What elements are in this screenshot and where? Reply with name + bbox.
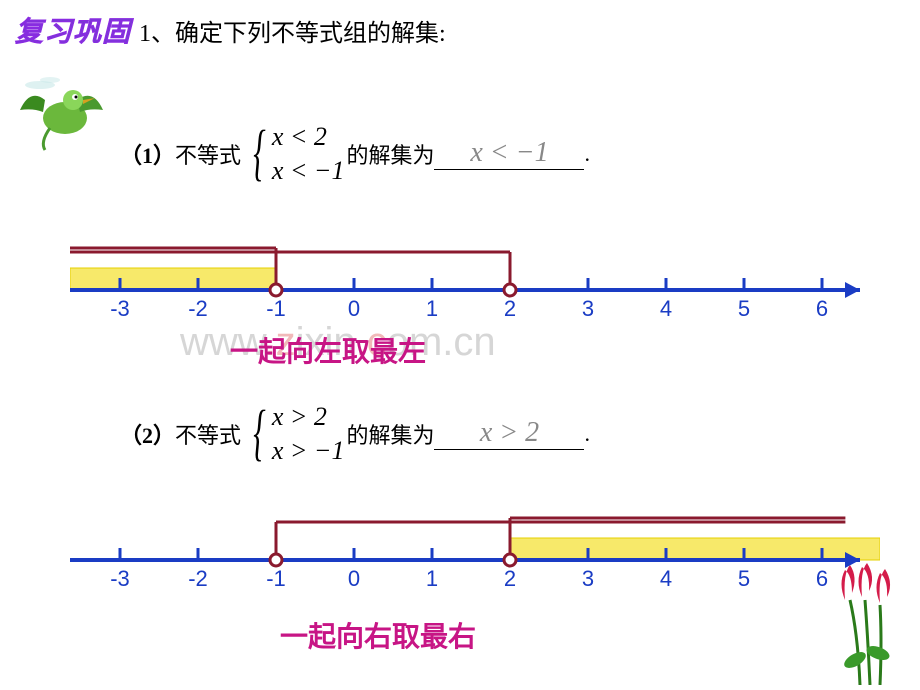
problem-2-answer-blank: x > 2 — [434, 417, 584, 450]
svg-text:-1: -1 — [266, 296, 286, 320]
bird-icon — [15, 70, 105, 155]
problem-1-answer: x < −1 — [470, 137, 548, 168]
caption-2: 一起向右取最右 — [280, 615, 476, 655]
svg-text:1: 1 — [426, 296, 438, 320]
svg-text:6: 6 — [816, 296, 828, 320]
svg-text:0: 0 — [348, 566, 360, 590]
problem-2-mid: 的解集为 — [346, 418, 434, 450]
svg-text:0: 0 — [348, 296, 360, 320]
problem-2-period: . — [584, 421, 590, 447]
problem-2-answer: x > 2 — [480, 417, 539, 448]
brace-icon: { — [253, 126, 265, 181]
problem-1-prefix: 不等式 — [175, 143, 241, 168]
caption-1: 一起向左取最左 — [230, 330, 426, 370]
brace-icon: { — [253, 406, 265, 461]
problem-1-ineq-1: x < 2 — [272, 120, 345, 154]
svg-text:2: 2 — [504, 296, 516, 320]
svg-text:-3: -3 — [110, 296, 130, 320]
flower-icon — [810, 545, 905, 685]
problem-2-prefix: 不等式 — [175, 423, 241, 448]
problem-1-answer-blank: x < −1 — [434, 137, 584, 170]
svg-text:2: 2 — [504, 566, 516, 590]
number-line-2: -3-2-10123456 — [70, 490, 880, 590]
page-title: 1、确定下列不等式组的解集: — [139, 13, 446, 48]
problem-1-mid: 的解集为 — [346, 138, 434, 170]
svg-text:-3: -3 — [110, 566, 130, 590]
svg-text:5: 5 — [738, 296, 750, 320]
svg-text:4: 4 — [660, 566, 672, 590]
svg-text:4: 4 — [660, 296, 672, 320]
header: 复习巩固 1、确定下列不等式组的解集: — [15, 10, 446, 50]
problem-2-ineq-2: x > −1 — [272, 434, 345, 468]
problem-1-ineq-2: x < −1 — [272, 154, 345, 188]
problem-2-num: （2） — [120, 423, 175, 448]
problem-2: （2）不等式 { x > 2 x > −1 的解集为 x > 2 . — [120, 400, 590, 468]
review-label: 复习巩固 — [15, 10, 131, 50]
svg-text:1: 1 — [426, 566, 438, 590]
problem-2-ineq-1: x > 2 — [272, 400, 345, 434]
svg-text:5: 5 — [738, 566, 750, 590]
number-line-1: -3 -2 -1 0 1 2 3 4 5 6 — [70, 220, 880, 320]
svg-text:-1: -1 — [266, 566, 286, 590]
problem-1-num: （1） — [120, 143, 175, 168]
svg-text:3: 3 — [582, 296, 594, 320]
svg-text:3: 3 — [582, 566, 594, 590]
problem-1-period: . — [584, 141, 590, 167]
svg-text:-2: -2 — [188, 296, 208, 320]
problem-1: （1）不等式 { x < 2 x < −1 的解集为 x < −1 . — [120, 120, 590, 188]
svg-text:-2: -2 — [188, 566, 208, 590]
